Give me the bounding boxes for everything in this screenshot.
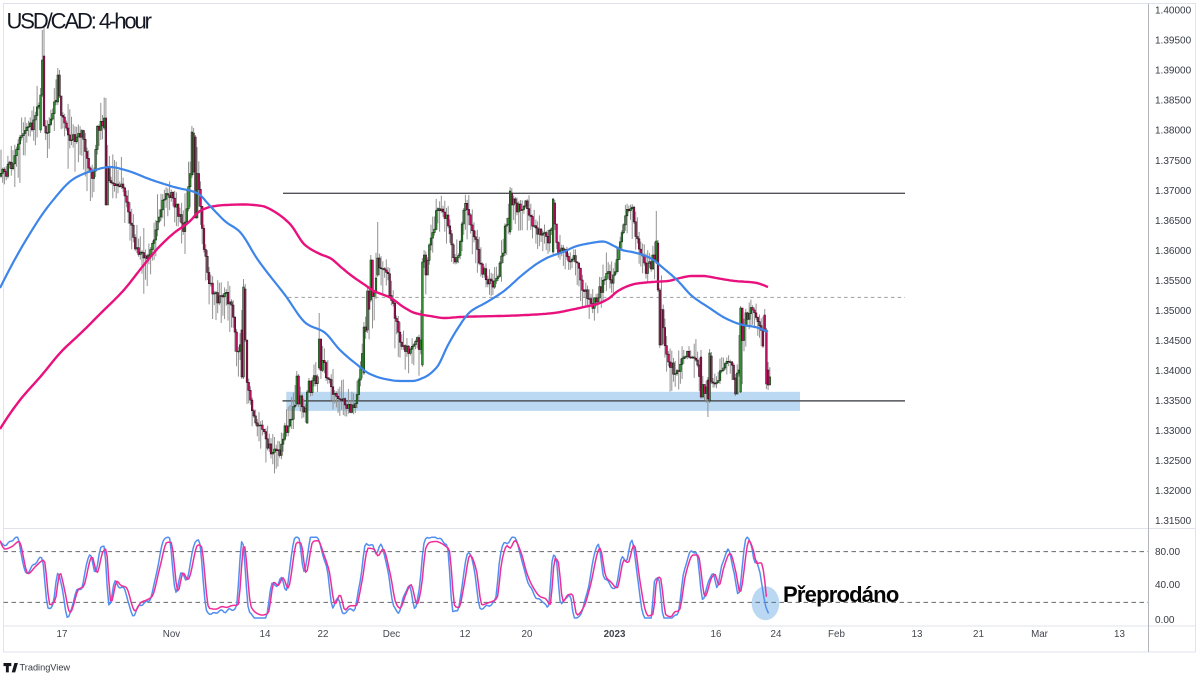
svg-text:Mar: Mar [1031, 629, 1049, 640]
svg-text:USD/CAD: 4-hour: USD/CAD: 4-hour [7, 9, 152, 34]
svg-text:1.32000: 1.32000 [1155, 486, 1192, 497]
svg-text:1.34500: 1.34500 [1155, 336, 1192, 347]
svg-text:TradingView: TradingView [20, 663, 71, 673]
svg-text:12: 12 [460, 629, 471, 640]
svg-text:1.38000: 1.38000 [1155, 126, 1192, 137]
svg-text:13: 13 [1114, 629, 1125, 640]
svg-text:13: 13 [912, 629, 923, 640]
svg-text:80.00: 80.00 [1155, 547, 1180, 558]
svg-text:1.36000: 1.36000 [1155, 246, 1192, 257]
svg-text:Feb: Feb [828, 629, 845, 640]
svg-text:17: 17 [57, 629, 68, 640]
svg-text:0.00: 0.00 [1155, 615, 1175, 626]
svg-text:1.37000: 1.37000 [1155, 186, 1192, 197]
svg-text:20: 20 [522, 629, 533, 640]
svg-text:1.33500: 1.33500 [1155, 396, 1192, 407]
svg-text:1.37500: 1.37500 [1155, 156, 1192, 167]
svg-text:14: 14 [260, 629, 271, 640]
svg-text:1.39500: 1.39500 [1155, 36, 1192, 47]
svg-text:1.36500: 1.36500 [1155, 216, 1192, 227]
svg-text:1.39000: 1.39000 [1155, 66, 1192, 77]
svg-text:1.34000: 1.34000 [1155, 366, 1192, 377]
svg-text:22: 22 [318, 629, 329, 640]
svg-text:1.31500: 1.31500 [1155, 516, 1192, 527]
svg-text:24: 24 [771, 629, 782, 640]
svg-text:1.38500: 1.38500 [1155, 96, 1192, 107]
svg-text:Dec: Dec [383, 629, 401, 640]
svg-text:40.00: 40.00 [1155, 580, 1180, 591]
svg-text:2023: 2023 [604, 629, 626, 640]
svg-text:1.35500: 1.35500 [1155, 276, 1192, 287]
svg-text:16: 16 [711, 629, 722, 640]
svg-text:Nov: Nov [163, 629, 181, 640]
svg-text:1.35000: 1.35000 [1155, 306, 1192, 317]
svg-text:1.32500: 1.32500 [1155, 456, 1192, 467]
svg-text:1.33000: 1.33000 [1155, 426, 1192, 437]
svg-text:Přeprodáno: Přeprodáno [783, 582, 899, 607]
svg-text:1.40000: 1.40000 [1155, 6, 1192, 17]
svg-text:21: 21 [973, 629, 984, 640]
